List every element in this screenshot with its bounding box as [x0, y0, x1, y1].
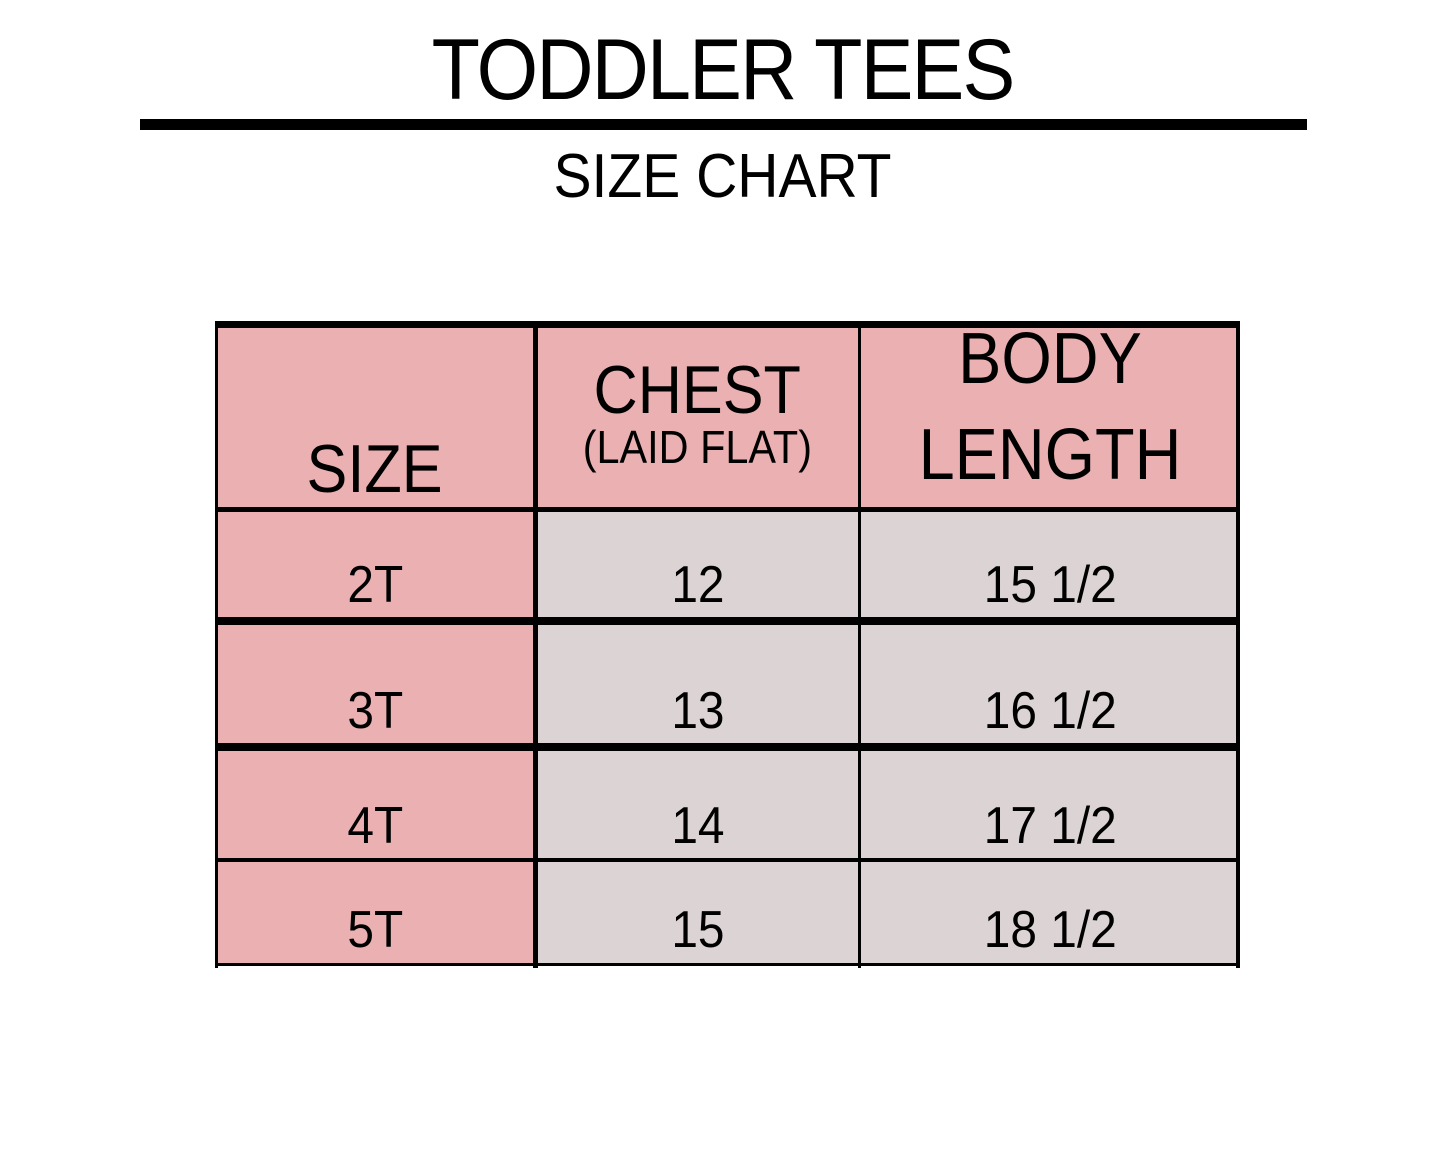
cell-length: 18 1/2 [860, 860, 1240, 966]
cell-chest: 12 [535, 509, 860, 621]
header-size: SIZE [215, 321, 535, 509]
header-chest: CHEST (LAID FLAT) [535, 321, 860, 509]
table-border-left [215, 321, 218, 968]
cell-size-value: 2T [347, 556, 403, 614]
cell-length: 15 1/2 [860, 509, 1240, 621]
cell-chest-value: 12 [670, 556, 725, 614]
header-chest-label: CHEST [593, 352, 802, 428]
table-border-top [215, 321, 1240, 328]
row-divider [215, 617, 1240, 625]
table-border-right [1236, 321, 1240, 968]
row-divider [215, 507, 1240, 512]
cell-size: 3T [215, 621, 535, 747]
table-border-bottom [215, 963, 1240, 966]
header-body-length: BODY LENGTH [860, 319, 1240, 509]
cell-chest: 15 [535, 860, 860, 966]
cell-chest: 13 [535, 621, 860, 747]
column-divider [858, 321, 861, 968]
page-subtitle: SIZE CHART [553, 142, 892, 211]
row-divider [215, 858, 1240, 862]
cell-size: 4T [215, 747, 535, 862]
cell-size-value: 3T [347, 682, 403, 740]
column-divider [533, 321, 538, 968]
cell-length-value: 18 1/2 [983, 901, 1117, 959]
cell-size-value: 4T [347, 797, 403, 855]
cell-size-value: 5T [347, 901, 403, 959]
header-size-label: SIZE [306, 431, 444, 507]
header-body-length-label: BODY LENGTH [918, 319, 1182, 495]
cell-chest-value: 14 [670, 797, 725, 855]
cell-chest-value: 13 [670, 682, 725, 740]
cell-length: 16 1/2 [860, 621, 1240, 747]
cell-size: 5T [215, 860, 535, 966]
cell-length: 17 1/2 [860, 747, 1240, 862]
cell-chest: 14 [535, 747, 860, 862]
row-divider [215, 743, 1240, 751]
title-divider [140, 119, 1307, 130]
page-title: TODDLER TEES [431, 22, 1016, 118]
cell-length-value: 17 1/2 [983, 797, 1117, 855]
cell-chest-value: 15 [670, 901, 725, 959]
cell-size: 2T [215, 509, 535, 621]
size-chart-table: SIZE CHEST (LAID FLAT) BODY LENGTH 2T 12 1… [215, 319, 1240, 968]
cell-length-value: 16 1/2 [983, 682, 1117, 740]
header-chest-sublabel: (LAID FLAT) [582, 421, 813, 473]
cell-length-value: 15 1/2 [983, 556, 1117, 614]
